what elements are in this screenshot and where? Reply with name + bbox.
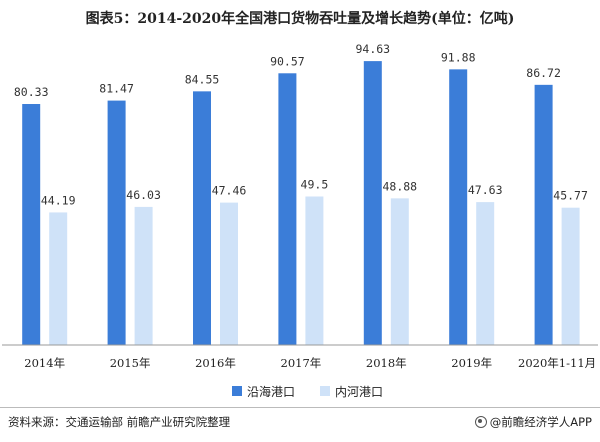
bar-coastal-2 (193, 91, 211, 345)
legend-swatch-inland (320, 386, 330, 396)
value-label-coastal-0: 80.33 (14, 85, 49, 99)
bar-inland-1 (134, 206, 153, 345)
bar-coastal-0 (22, 104, 41, 345)
brand-text: @前瞻经济学人APP (489, 415, 592, 429)
footer-divider (0, 407, 600, 408)
source-note: 资料来源：交通运输部 前瞻产业研究院整理 (8, 415, 231, 429)
bar-inland-5 (476, 202, 495, 345)
chart-title: 图表5：2014-2020年全国港口货物吞吐量及增长趋势(单位：亿吨) (85, 11, 515, 27)
bar-coastal-3 (278, 73, 297, 345)
x-tick-labels-layer: 2014年 2015年 2016年 2017年 2018年 2019年 2020年1-11月 (24, 356, 596, 370)
value-label-inland-3: 49.5 (301, 178, 329, 192)
x-tick-label-6: 2020年1-11月 (518, 356, 596, 370)
legend-label-coastal: 沿海港口 (247, 384, 295, 399)
value-label-inland-6: 45.77 (553, 189, 588, 203)
bars-layer (22, 61, 580, 346)
legend-label-inland: 内河港口 (335, 385, 383, 399)
value-label-inland-2: 47.46 (212, 184, 247, 198)
bar-coastal-6 (534, 84, 553, 345)
value-label-coastal-3: 90.57 (270, 54, 305, 68)
bar-coastal-4 (363, 61, 382, 346)
value-label-coastal-6: 86.72 (526, 66, 561, 80)
bar-inland-6 (561, 207, 580, 345)
bar-inland-4 (390, 198, 409, 345)
bar-coastal-1 (107, 100, 126, 345)
value-label-inland-1: 46.03 (126, 188, 161, 202)
brand-logo-icon (474, 416, 487, 428)
value-label-inland-0: 44.19 (41, 193, 76, 207)
value-label-inland-4: 48.88 (382, 179, 417, 193)
x-tick-label-1: 2015年 (110, 356, 151, 370)
bar-inland-0 (49, 212, 68, 345)
x-tick-label-0: 2014年 (24, 356, 65, 370)
bar-inland-3 (305, 196, 324, 345)
value-label-coastal-5: 91.88 (441, 50, 476, 64)
value-label-coastal-2: 84.55 (185, 72, 220, 86)
value-label-inland-5: 47.63 (468, 183, 503, 197)
bar-coastal-5 (449, 69, 468, 346)
value-label-coastal-1: 81.47 (99, 82, 134, 96)
x-tick-label-5: 2019年 (451, 356, 492, 370)
x-tick-label-3: 2017年 (281, 356, 322, 370)
value-label-coastal-4: 94.63 (355, 42, 390, 56)
legend-swatch-coastal (232, 386, 242, 396)
legend: 沿海港口 内河港口 (232, 384, 383, 399)
value-labels-layer: 80.33 44.19 81.47 46.03 84.55 47.46 90.57 49.5 9… (14, 42, 588, 207)
x-tick-label-2: 2016年 (195, 356, 236, 370)
bar-inland-2 (220, 202, 238, 345)
x-tick-label-4: 2018年 (366, 356, 407, 370)
brand-credit: @前瞻经济学人APP (474, 414, 592, 430)
